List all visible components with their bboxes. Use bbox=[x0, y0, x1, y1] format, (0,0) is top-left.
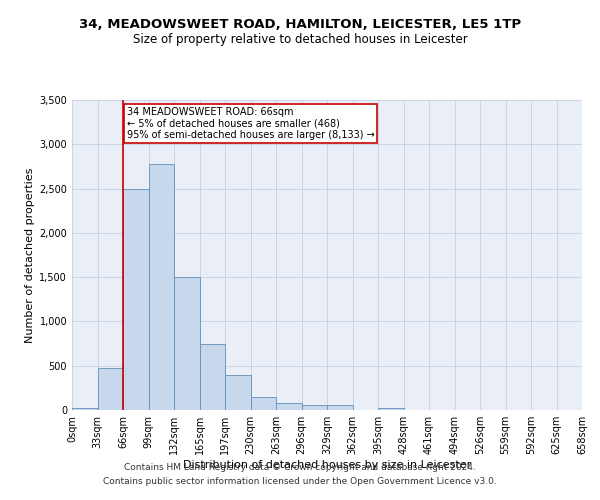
Y-axis label: Number of detached properties: Number of detached properties bbox=[25, 168, 35, 342]
Text: Contains HM Land Registry data © Crown copyright and database right 2024.: Contains HM Land Registry data © Crown c… bbox=[124, 464, 476, 472]
Bar bbox=[327, 404, 353, 410]
Bar bbox=[251, 397, 276, 410]
Bar bbox=[225, 376, 251, 410]
Text: Size of property relative to detached houses in Leicester: Size of property relative to detached ho… bbox=[133, 32, 467, 46]
Bar bbox=[72, 408, 97, 410]
Bar bbox=[378, 408, 404, 410]
Bar bbox=[174, 277, 199, 410]
Bar bbox=[123, 188, 149, 410]
Bar bbox=[199, 344, 225, 410]
Text: Contains public sector information licensed under the Open Government Licence v3: Contains public sector information licen… bbox=[103, 477, 497, 486]
Bar bbox=[276, 403, 302, 410]
Text: 34 MEADOWSWEET ROAD: 66sqm
← 5% of detached houses are smaller (468)
95% of semi: 34 MEADOWSWEET ROAD: 66sqm ← 5% of detac… bbox=[127, 107, 374, 140]
X-axis label: Distribution of detached houses by size in Leicester: Distribution of detached houses by size … bbox=[183, 460, 471, 470]
Text: 34, MEADOWSWEET ROAD, HAMILTON, LEICESTER, LE5 1TP: 34, MEADOWSWEET ROAD, HAMILTON, LEICESTE… bbox=[79, 18, 521, 30]
Bar bbox=[149, 164, 174, 410]
Bar bbox=[302, 405, 327, 410]
Bar bbox=[97, 368, 123, 410]
